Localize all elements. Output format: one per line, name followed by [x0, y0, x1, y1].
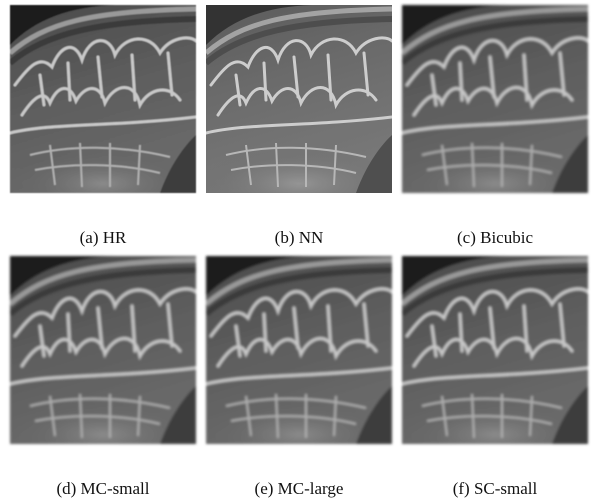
caption: (b) NN: [275, 228, 324, 247]
image-hr: [10, 5, 196, 193]
page: (a) HR (b) NN (c) Bicubic (d) MC-small (…: [0, 0, 591, 499]
caption: (d) MC-small: [56, 479, 149, 498]
image-nn: [206, 5, 392, 193]
image-bicubic: [402, 5, 588, 193]
caption: (c) Bicubic: [457, 228, 533, 247]
caption: (a) HR: [80, 228, 127, 247]
caption: (e) MC-large: [255, 479, 344, 498]
caption: (f) SC-small: [453, 479, 538, 498]
image-mc-small: [10, 256, 196, 444]
figure: (a) HR (b) NN (c) Bicubic (d) MC-small (…: [0, 0, 591, 499]
image-sc-small: [402, 256, 588, 444]
image-mc-large: [206, 256, 392, 444]
